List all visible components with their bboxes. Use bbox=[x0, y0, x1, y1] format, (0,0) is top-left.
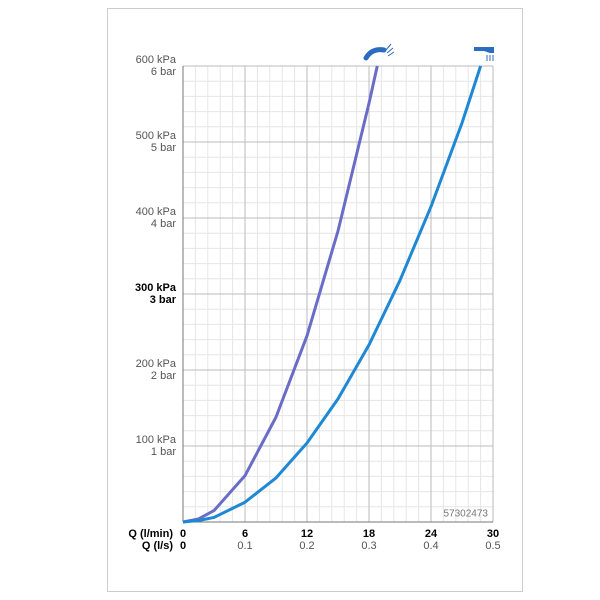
y2-tick-label: 5 bar bbox=[151, 142, 176, 154]
x-axis-label: Q (l/min) bbox=[128, 528, 173, 540]
y2-tick-label: 3 bar bbox=[150, 294, 177, 306]
x-tick-label: 24 bbox=[425, 528, 438, 540]
x2-axis-label: Q (l/s) bbox=[142, 540, 174, 552]
y-tick-label: 100 kPa bbox=[136, 434, 177, 446]
x2-tick-label: 0.1 bbox=[237, 540, 252, 552]
grid bbox=[182, 65, 494, 522]
hand-shower-icon bbox=[363, 43, 395, 61]
y-tick-label: 300 kPa bbox=[135, 282, 177, 294]
y-tick-label: 500 kPa bbox=[136, 130, 177, 142]
x-tick-label: 30 bbox=[487, 528, 499, 540]
overhead-shower-icon bbox=[474, 47, 494, 61]
x-tick-label: 18 bbox=[363, 528, 375, 540]
frame bbox=[107, 8, 523, 592]
y2-tick-label: 1 bar bbox=[151, 446, 176, 458]
x-tick-label: 6 bbox=[242, 528, 248, 540]
x2-tick-label: 0.5 bbox=[485, 540, 500, 552]
y2-tick-label: 2 bar bbox=[151, 370, 176, 382]
curve bbox=[182, 65, 379, 524]
y2-tick-label: 4 bar bbox=[151, 218, 176, 230]
y-tick-label: 600 kPa bbox=[136, 54, 177, 66]
y2-tick-label: 6 bar bbox=[151, 66, 176, 78]
x-tick-label: 12 bbox=[301, 528, 313, 540]
x-tick-label: 0 bbox=[180, 528, 186, 540]
x2-tick-label: 0.4 bbox=[423, 540, 438, 552]
code: 57302473 bbox=[444, 509, 489, 520]
x2-tick-label: 0 bbox=[180, 540, 186, 552]
x2-tick-label: 0.2 bbox=[299, 540, 314, 552]
y-tick-label: 400 kPa bbox=[136, 206, 177, 218]
y-tick-label: 200 kPa bbox=[136, 358, 177, 370]
x2-tick-label: 0.3 bbox=[361, 540, 376, 552]
curve bbox=[182, 65, 483, 524]
